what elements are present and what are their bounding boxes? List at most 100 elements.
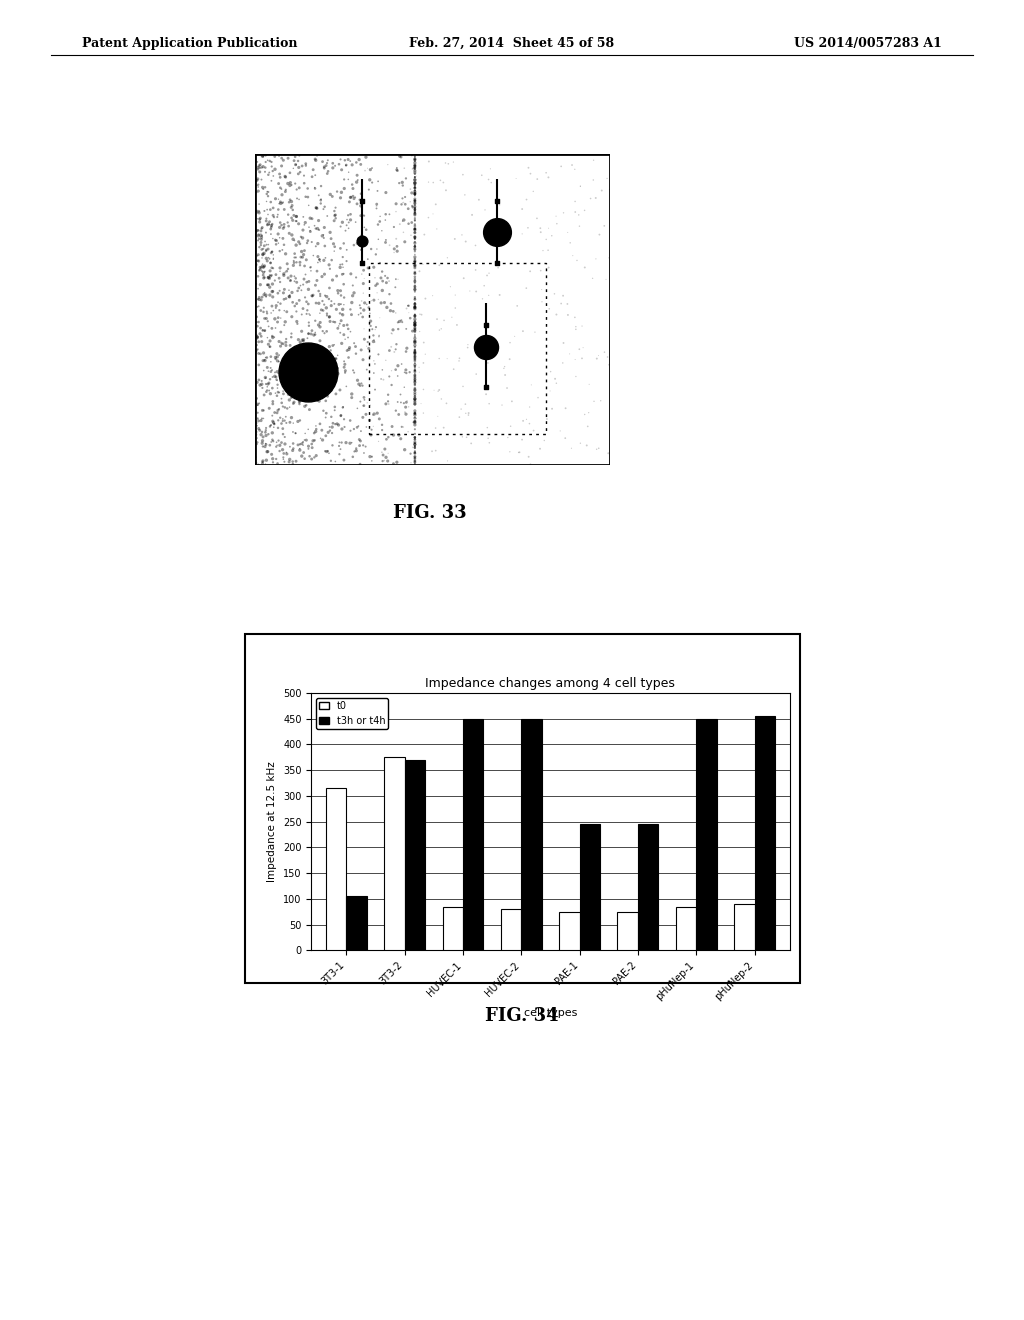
Point xyxy=(407,297,423,318)
Point xyxy=(325,335,341,356)
Point xyxy=(264,242,281,263)
Point xyxy=(407,219,423,240)
Point xyxy=(347,337,364,358)
Point xyxy=(407,154,423,176)
Point xyxy=(251,418,267,440)
Point xyxy=(407,378,423,399)
Point xyxy=(276,199,293,220)
Point xyxy=(474,288,490,309)
Point xyxy=(265,205,282,226)
Point xyxy=(315,345,332,366)
Point xyxy=(398,298,415,319)
Point xyxy=(249,201,265,222)
Point xyxy=(348,440,365,461)
Point xyxy=(336,351,352,372)
Point xyxy=(269,378,286,399)
Point xyxy=(258,308,274,329)
Point xyxy=(250,279,266,300)
Point xyxy=(481,263,498,284)
Point xyxy=(317,391,334,412)
Point xyxy=(312,428,329,449)
Point xyxy=(271,300,288,321)
Point xyxy=(407,177,423,198)
Point xyxy=(525,181,542,202)
Point xyxy=(322,416,338,437)
Point xyxy=(257,144,273,165)
Point xyxy=(407,214,423,235)
Point xyxy=(261,211,278,232)
Point xyxy=(532,222,549,243)
Point xyxy=(407,190,423,211)
Point xyxy=(407,239,423,260)
Point xyxy=(591,224,607,246)
Point xyxy=(268,234,285,255)
Point xyxy=(250,403,266,424)
Point xyxy=(316,264,333,285)
Point xyxy=(310,345,327,366)
Point xyxy=(308,197,325,218)
Point xyxy=(452,347,468,368)
Point xyxy=(355,442,372,463)
Point xyxy=(388,160,404,181)
Point xyxy=(322,277,338,298)
Point xyxy=(370,170,386,191)
Point xyxy=(407,261,423,282)
Point xyxy=(303,449,319,470)
Point xyxy=(361,446,378,467)
Point xyxy=(324,249,340,271)
Point xyxy=(315,227,332,248)
Point xyxy=(407,345,423,366)
Point xyxy=(585,169,601,190)
Point xyxy=(407,180,423,201)
Point xyxy=(258,240,274,261)
Point xyxy=(520,446,537,467)
Point xyxy=(273,148,290,169)
Point xyxy=(314,384,331,405)
Point xyxy=(258,234,274,255)
Point xyxy=(352,391,369,412)
Point xyxy=(309,145,326,166)
Point xyxy=(319,161,336,182)
Point xyxy=(261,248,278,269)
Point xyxy=(310,293,327,314)
Point xyxy=(309,368,326,389)
Point xyxy=(248,312,264,333)
Point xyxy=(406,238,422,259)
Point xyxy=(478,314,495,335)
Point xyxy=(283,265,299,286)
Point xyxy=(274,193,291,214)
Point xyxy=(557,428,573,449)
Point xyxy=(307,178,324,199)
Point xyxy=(308,198,325,219)
Point xyxy=(268,230,285,251)
Point xyxy=(285,393,301,414)
Point xyxy=(447,297,464,318)
Point xyxy=(322,337,338,358)
Point xyxy=(250,251,266,272)
Point xyxy=(439,247,456,268)
Point xyxy=(391,173,408,194)
Point xyxy=(350,304,367,325)
Point xyxy=(304,367,321,388)
Point xyxy=(312,363,329,384)
Point xyxy=(311,302,328,323)
Point xyxy=(259,275,275,296)
Point xyxy=(296,240,312,261)
Point xyxy=(258,374,274,395)
Point xyxy=(326,334,342,355)
Point xyxy=(337,329,353,350)
Point xyxy=(407,239,423,260)
Point xyxy=(316,157,333,178)
Point xyxy=(457,393,473,414)
Point xyxy=(398,338,415,359)
Point xyxy=(407,180,423,201)
Point xyxy=(407,342,423,363)
Point xyxy=(340,347,356,368)
Point xyxy=(311,379,328,400)
Point xyxy=(534,279,550,300)
Point xyxy=(531,438,548,459)
Point xyxy=(337,360,353,381)
Point xyxy=(250,326,266,347)
Point xyxy=(254,433,270,454)
Point xyxy=(378,230,394,251)
